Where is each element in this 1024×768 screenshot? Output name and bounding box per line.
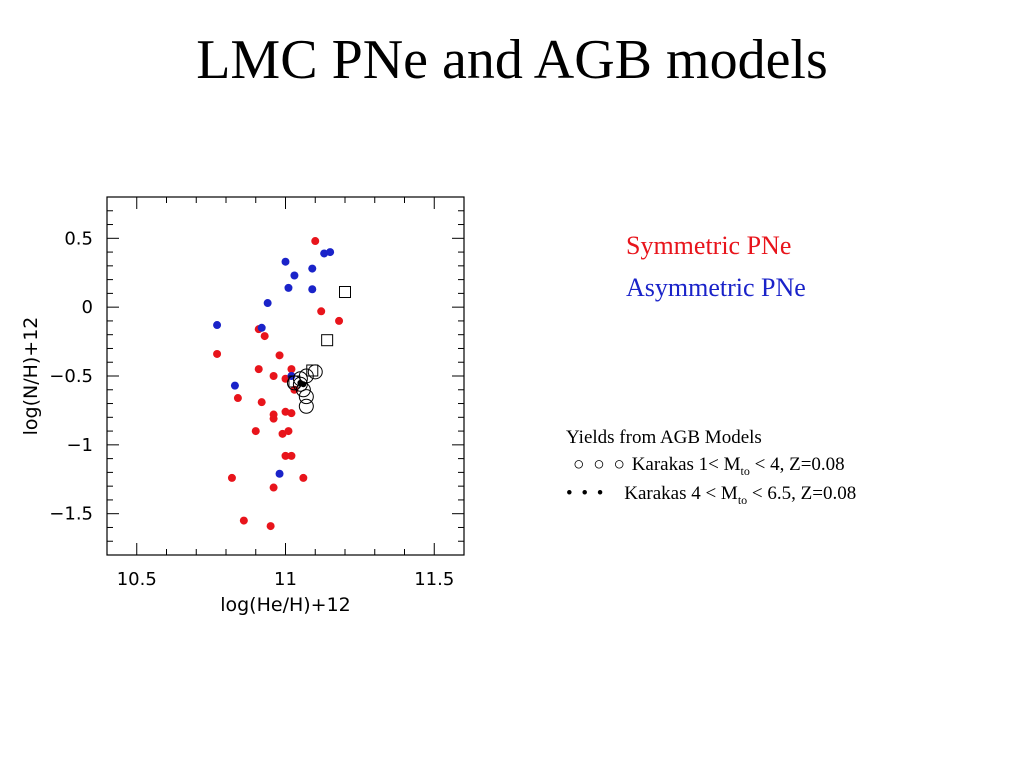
data-point bbox=[335, 316, 344, 325]
data-point bbox=[298, 389, 314, 405]
data-point bbox=[306, 364, 319, 377]
data-point bbox=[263, 299, 272, 308]
yields-row2-text-b: < 6.5, Z=0.08 bbox=[747, 483, 857, 504]
data-point bbox=[281, 451, 290, 460]
x-tick-label: 11 bbox=[274, 569, 297, 590]
data-point bbox=[298, 398, 314, 414]
data-point bbox=[269, 414, 278, 423]
data-point bbox=[290, 271, 299, 280]
data-point bbox=[308, 285, 317, 294]
data-point bbox=[213, 349, 222, 358]
data-point bbox=[269, 372, 278, 380]
data-point bbox=[278, 429, 287, 438]
slide-title: LMC PNe and AGB models bbox=[196, 29, 828, 91]
y-tick-label: −0.5 bbox=[49, 366, 93, 387]
data-point bbox=[339, 286, 351, 299]
data-point bbox=[257, 398, 266, 407]
yields-row1-sub: to bbox=[740, 463, 750, 478]
open-circle-markers: ○ ○ ○ bbox=[573, 454, 627, 475]
data-point bbox=[275, 469, 284, 478]
data-point bbox=[230, 381, 239, 390]
y-tick-label: 0 bbox=[82, 297, 93, 318]
yields-heading: Yields from AGB Models bbox=[566, 427, 762, 448]
x-axis-label: log(He/H)+12 bbox=[220, 594, 351, 616]
data-point bbox=[317, 307, 326, 316]
data-point bbox=[287, 365, 296, 374]
data-point bbox=[233, 394, 242, 403]
data-point bbox=[281, 257, 290, 266]
y-tick-label: 0.5 bbox=[64, 228, 93, 249]
data-point bbox=[260, 332, 269, 341]
data-point bbox=[287, 451, 296, 460]
data-point bbox=[321, 334, 334, 347]
data-point bbox=[266, 522, 275, 531]
data-point bbox=[213, 321, 222, 330]
yields-row2-sub: to bbox=[737, 492, 748, 507]
yields-row-karakas-low: ○ ○ ○ Karakas 1< Mto < 4, Z=0.08 bbox=[573, 454, 845, 479]
data-point bbox=[311, 237, 320, 246]
yields-row1-text-a: Karakas 1< M bbox=[631, 454, 741, 475]
data-point bbox=[269, 483, 278, 492]
y-tick-label: −1 bbox=[66, 435, 93, 456]
data-point bbox=[239, 516, 248, 525]
yields-row2-text-a: Karakas 4 < M bbox=[624, 483, 738, 504]
data-point bbox=[307, 364, 323, 380]
dot-markers: • • • bbox=[566, 483, 606, 504]
data-point bbox=[227, 473, 236, 482]
data-point bbox=[284, 427, 293, 436]
data-point bbox=[299, 473, 308, 482]
data-point bbox=[284, 283, 293, 292]
yields-row1-text-b: < 4, Z=0.08 bbox=[749, 454, 845, 475]
y-axis-label: log(N/H)+12 bbox=[20, 317, 42, 436]
data-point bbox=[287, 409, 296, 418]
data-point bbox=[308, 264, 317, 273]
yields-row-karakas-high: • • • Karakas 4 < Mto < 6.5, Z=0.08 bbox=[566, 483, 856, 508]
x-tick-label: 11.5 bbox=[414, 569, 454, 590]
data-point bbox=[257, 323, 266, 332]
x-tick-label: 10.5 bbox=[117, 569, 157, 590]
legend-symmetric: Symmetric PNe bbox=[626, 231, 792, 260]
data-point bbox=[300, 381, 307, 388]
data-point bbox=[251, 427, 260, 436]
legend-asymmetric: Asymmetric PNe bbox=[626, 273, 806, 302]
data-point bbox=[326, 248, 335, 257]
data-point bbox=[275, 351, 284, 360]
y-tick-label: −1.5 bbox=[49, 504, 93, 525]
data-point bbox=[254, 365, 263, 374]
